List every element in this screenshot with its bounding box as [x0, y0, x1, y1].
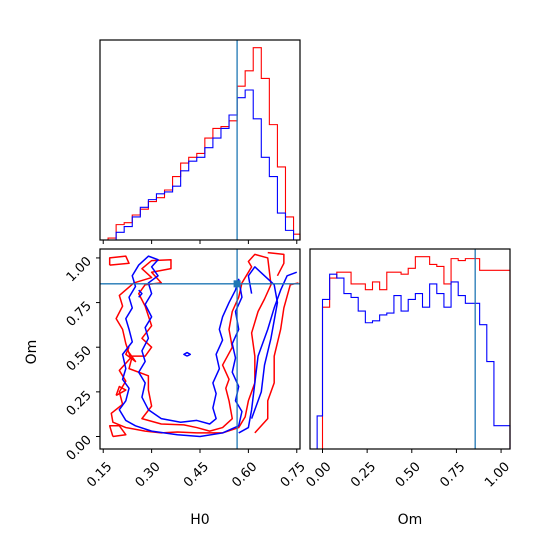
- joint-ytick-label: 1.00: [64, 254, 95, 285]
- om-histogram-red: [310, 256, 511, 450]
- joint-xtick-label: 0.75: [278, 459, 309, 490]
- x-axis-title-om: Om: [398, 512, 423, 528]
- contour-red-6: [115, 385, 127, 397]
- joint-xtick-label: 0.15: [84, 459, 115, 490]
- x-axis-title-h0: H0: [190, 512, 209, 528]
- om-hist-xtick-label: 1.00: [482, 459, 513, 490]
- joint-ytick-label: 0.25: [64, 388, 95, 419]
- om-histogram-frame: [309, 248, 511, 450]
- om-histogram-group: [310, 256, 511, 450]
- joint-truth-marker: [233, 280, 241, 288]
- joint-ytick-label: 0.75: [64, 299, 95, 330]
- h0-histogram-red: [100, 47, 301, 241]
- om-histogram-blue: [310, 273, 511, 450]
- joint-xtick-label: 0.30: [133, 459, 164, 490]
- contour-blue-4: [138, 289, 143, 298]
- joint-ytick-label: 0.00: [64, 433, 95, 464]
- contour-red-2: [267, 251, 285, 277]
- y-axis-title-om: Om: [24, 340, 40, 365]
- contour-red-1: [254, 282, 299, 434]
- om-hist-xtick-label: 0.25: [348, 459, 379, 490]
- om-hist-xtick-label: 0.50: [393, 459, 424, 490]
- contour-red-0: [110, 253, 272, 434]
- contour-blue-1: [238, 271, 298, 434]
- h0-histogram-blue: [100, 89, 300, 241]
- contour-blue-2: [247, 266, 279, 419]
- joint-contours-group: [108, 251, 299, 438]
- joint-xtick-label: 0.45: [181, 459, 212, 490]
- contour-blue-0: [118, 255, 243, 438]
- contour-red-5: [125, 346, 137, 363]
- om-hist-xtick-label: 0.75: [437, 459, 468, 490]
- h0-histogram-group: [100, 47, 301, 241]
- joint-ytick-label: 0.50: [64, 343, 95, 374]
- om-hist-xtick-label: 0.00: [303, 459, 334, 490]
- contour-red-4: [108, 255, 130, 266]
- contour-red-3: [108, 425, 127, 438]
- contour-blue-3: [183, 351, 192, 357]
- h0-histogram-frame: [99, 39, 301, 241]
- joint-xtick-label: 0.60: [229, 459, 260, 490]
